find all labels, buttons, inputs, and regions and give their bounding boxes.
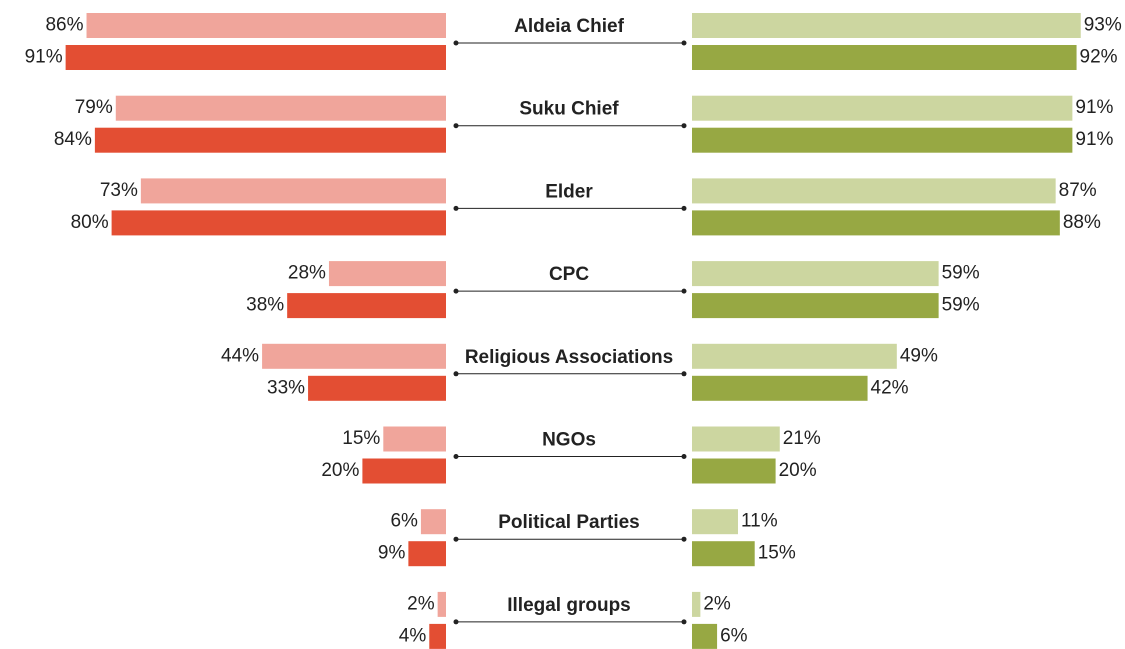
value-label: 42% [871, 377, 909, 398]
bar [692, 623, 718, 649]
bar [692, 210, 1060, 236]
bar [328, 261, 446, 287]
value-label: 79% [75, 97, 113, 118]
bar [140, 178, 447, 204]
connector-dot [681, 205, 687, 211]
connector-dot [681, 619, 687, 625]
bar [308, 375, 446, 401]
connector-dot [453, 536, 459, 542]
bar [692, 261, 939, 287]
value-label: 87% [1059, 180, 1097, 201]
connector-dot [681, 454, 687, 459]
bar [692, 178, 1056, 204]
bar [115, 95, 446, 121]
value-label: 88% [1063, 212, 1101, 233]
bar [86, 13, 447, 38]
value-label: 86% [45, 15, 83, 36]
connector-dot [453, 619, 459, 625]
bar [692, 375, 868, 401]
value-label: 6% [720, 625, 748, 646]
bar [65, 45, 447, 70]
bar [111, 210, 446, 236]
category-label: NGOs [542, 430, 596, 451]
connector-dot [453, 205, 459, 211]
value-label: 49% [900, 345, 938, 366]
value-label: 44% [221, 345, 259, 366]
value-label: 28% [288, 263, 326, 284]
bar [692, 509, 738, 535]
connector-dot [453, 288, 459, 294]
bar [437, 591, 446, 617]
bar [692, 426, 780, 452]
value-label: 73% [100, 180, 138, 201]
bar [692, 45, 1077, 70]
bar [692, 127, 1073, 153]
bar [692, 95, 1073, 121]
connector-dot [453, 454, 459, 459]
bar [692, 343, 897, 369]
category-label: Elder [545, 181, 593, 202]
value-label: 11% [741, 511, 778, 532]
bar [408, 541, 446, 567]
value-label: 6% [390, 511, 418, 532]
bar [692, 13, 1081, 38]
value-label: 33% [267, 377, 305, 398]
connector-dot [681, 371, 687, 377]
value-label: 84% [54, 129, 92, 150]
bar [692, 591, 701, 617]
bar [287, 293, 446, 319]
value-label: 20% [321, 460, 359, 481]
connector-dot [681, 123, 687, 129]
bar [383, 426, 446, 452]
bar [692, 293, 939, 319]
value-label: 15% [758, 543, 796, 564]
connector-dot [453, 40, 459, 46]
value-label: 21% [783, 428, 821, 449]
connector-dot [453, 371, 459, 377]
bar [262, 343, 446, 369]
value-label: 59% [942, 263, 980, 284]
connector-dot [681, 536, 687, 542]
value-label: 2% [407, 593, 435, 614]
value-label: 15% [342, 428, 380, 449]
value-label: 38% [246, 295, 284, 316]
value-label: 59% [942, 295, 980, 316]
connector-dot [453, 123, 459, 129]
bar [692, 458, 776, 484]
bar [692, 541, 755, 567]
value-label: 91% [1075, 97, 1113, 118]
value-label: 93% [1084, 15, 1122, 36]
value-label: 4% [399, 625, 427, 646]
category-label: CPC [549, 264, 589, 285]
bar [429, 623, 446, 649]
value-label: 20% [779, 460, 817, 481]
value-label: 2% [703, 593, 731, 614]
value-label: 91% [25, 47, 63, 68]
bar [420, 509, 446, 535]
value-label: 9% [378, 543, 406, 564]
category-label: Religious Associations [465, 347, 673, 368]
connector-dot [681, 40, 687, 46]
value-label: 91% [1075, 129, 1113, 150]
connector-dot [681, 288, 687, 294]
category-label: Political Parties [498, 512, 640, 533]
category-label: Suku Chief [519, 99, 619, 120]
value-label: 80% [71, 212, 109, 233]
value-label: 92% [1080, 47, 1118, 68]
category-label: Illegal groups [507, 595, 631, 616]
bar [94, 127, 446, 153]
bar [362, 458, 446, 484]
category-label: Aldeia Chief [514, 16, 624, 37]
